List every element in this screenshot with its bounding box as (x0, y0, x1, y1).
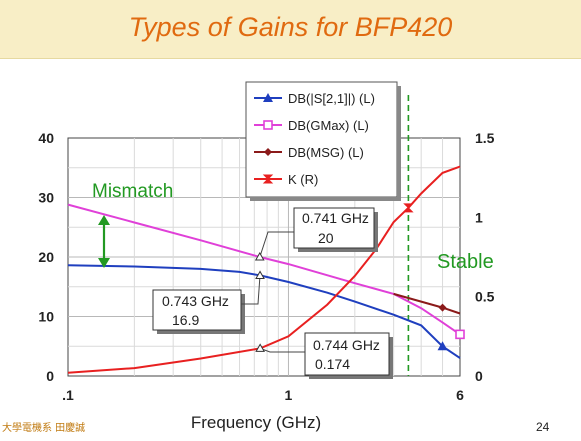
footer-author: 大學電機系 田慶誠 (2, 423, 86, 434)
title-band (0, 0, 581, 59)
x-tick-label: 1 (285, 387, 293, 403)
mismatch-arrow-head-down (98, 258, 110, 268)
x-tick-label: 6 (456, 387, 464, 403)
callout-0-743-ghz-value: 16.9 (172, 312, 199, 328)
page-number: 24 (536, 420, 550, 434)
series-marker-db-msg-l (438, 303, 447, 312)
series-line-db-s-2-1-l (67, 264, 461, 359)
legend-marker-k-r (262, 174, 274, 184)
right-tick-label: 1.5 (475, 130, 495, 146)
callout-0-744-ghz-freq: 0.744 GHz (313, 337, 380, 353)
series-marker-db-s-2-1-l (437, 341, 448, 351)
x-tick-label: .1 (62, 387, 74, 403)
callout-0-744-ghz-value: 0.174 (315, 356, 350, 372)
callout-0-743-ghz-box (152, 289, 242, 331)
series-line-db-msg-l (393, 292, 461, 315)
callout-0-741-ghz-leader (259, 231, 294, 258)
callout-0-741-ghz-box (293, 207, 375, 249)
left-tick-label: 0 (46, 368, 54, 384)
stable-label: Stable (437, 251, 494, 273)
mismatch-arrow-head-up (98, 215, 110, 225)
legend-marker-db-s-2-1-l (263, 93, 273, 102)
callout-0-744-ghz-point (255, 343, 266, 352)
callout-0-744-ghz-box (304, 332, 390, 376)
series-line-db-gmax-l (67, 203, 461, 336)
series-line-k-r (67, 165, 461, 374)
callout-0-743-ghz-leader (241, 275, 261, 305)
callout-0-743-ghz-point (255, 270, 265, 279)
callout-0-741-ghz-freq: 0.741 GHz (302, 210, 369, 226)
right-tick-label: 0.5 (475, 289, 495, 305)
legend-marker-db-msg-l (264, 148, 272, 156)
legend-label-db-msg-l: DB(MSG) (L) (288, 145, 364, 160)
left-tick-label: 30 (38, 190, 54, 206)
slide-title: Types of Gains for BFP420 (128, 12, 453, 42)
callout-0-741-ghz-value: 20 (318, 230, 334, 246)
left-tick-label: 40 (38, 130, 54, 146)
legend-label-k-r: K (R) (288, 172, 318, 187)
legend-shadow (397, 86, 401, 201)
callout-0-741-ghz-point (254, 251, 265, 261)
left-tick-label: 10 (38, 309, 54, 325)
series-marker-db-gmax-l (455, 329, 465, 340)
mismatch-label: Mismatch (92, 181, 173, 202)
right-tick-label: 0 (475, 368, 483, 384)
legend-label-db-s-2-1-l: DB(|S[2,1]|) (L) (288, 91, 375, 106)
series-marker-k-r (403, 203, 414, 213)
legend-label-db-gmax-l: DB(GMax) (L) (288, 118, 369, 133)
legend-marker-db-gmax-l (263, 120, 273, 130)
x-axis-label: Frequency (GHz) (191, 413, 321, 432)
left-tick-label: 20 (38, 249, 54, 265)
callout-0-743-ghz-freq: 0.743 GHz (162, 293, 229, 309)
right-tick-label: 1 (475, 209, 483, 225)
legend-shadow (250, 197, 401, 201)
